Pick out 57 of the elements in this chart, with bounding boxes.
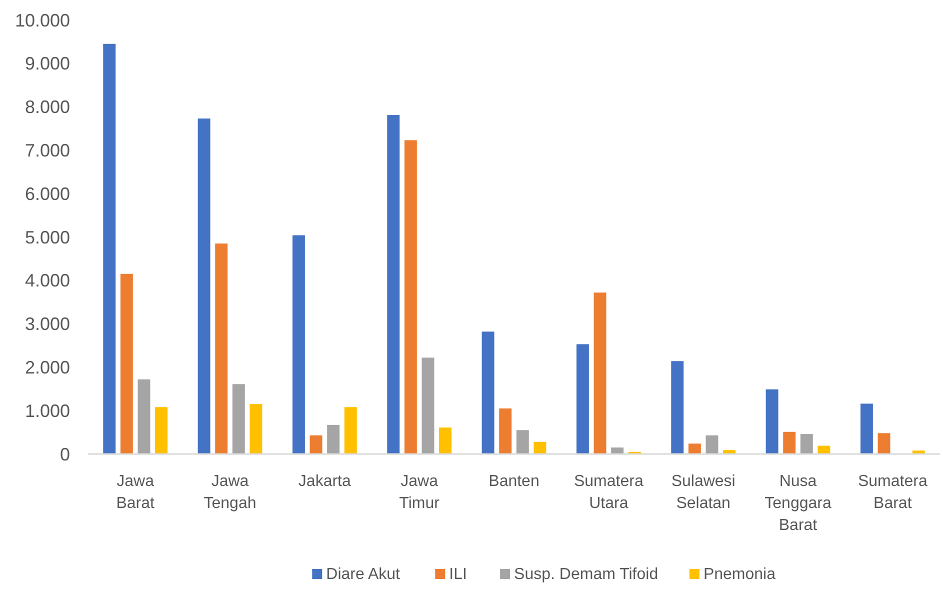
bar (120, 274, 133, 454)
bar (516, 430, 529, 454)
x-tick-label: Nusa Tenggara Barat (764, 473, 832, 534)
y-tick-label: 10.000 (14, 10, 70, 30)
x-tick-label: Jawa Tengah (204, 473, 256, 512)
bar (482, 332, 494, 454)
bar (327, 424, 340, 454)
bar (310, 435, 322, 454)
legend-label: Pnemonia (703, 566, 776, 583)
x-tick-label: Banten (488, 473, 540, 490)
bar (783, 432, 796, 454)
legend-label: Diare Akut (326, 566, 401, 583)
x-tick-label: Jawa Timur (399, 473, 440, 512)
bar (198, 118, 210, 454)
y-tick-label: 9.000 (24, 54, 70, 74)
bar (215, 244, 228, 454)
bar (103, 44, 116, 454)
x-tick-label: Sumatera Utara (574, 473, 644, 512)
bar (499, 408, 512, 454)
x-tick-label: Sumatera Barat (858, 473, 928, 512)
bar (155, 407, 168, 454)
bar (860, 404, 873, 454)
bar (232, 384, 245, 454)
bar (344, 407, 357, 454)
bar (292, 235, 305, 454)
y-tick-label: 7.000 (24, 140, 70, 160)
bar (422, 358, 434, 454)
bar (723, 450, 736, 454)
bar (611, 447, 624, 454)
bar (439, 428, 452, 454)
bar (250, 404, 262, 454)
bar (671, 361, 684, 454)
legend-label: Susp. Demam Tifoid (514, 566, 658, 583)
y-tick-label: 3.000 (24, 314, 70, 334)
legend-label: ILI (449, 566, 467, 583)
bar (404, 140, 417, 454)
y-tick-label: 2.000 (24, 358, 70, 378)
y-tick-label: 4.000 (24, 270, 70, 291)
bar (878, 433, 890, 454)
y-tick-label: 1.000 (24, 400, 70, 421)
bar (534, 442, 546, 454)
x-tick-label: Jawa Barat (116, 473, 156, 512)
y-tick-label: 8.000 (24, 97, 70, 118)
y-tick-label: 6.000 (24, 184, 70, 204)
bar (800, 434, 813, 454)
bar (688, 444, 701, 454)
bar (138, 379, 150, 454)
bar (706, 435, 718, 454)
bar (387, 115, 400, 454)
y-tick-label: 5.000 (24, 227, 70, 248)
bar (594, 292, 606, 454)
x-tick-label: Jakarta (298, 473, 352, 490)
bar (766, 389, 778, 454)
bar (576, 344, 589, 454)
bar (818, 446, 830, 454)
y-tick-label: 0 (60, 444, 70, 464)
x-tick-label: Sulawesi Selatan (671, 473, 736, 512)
